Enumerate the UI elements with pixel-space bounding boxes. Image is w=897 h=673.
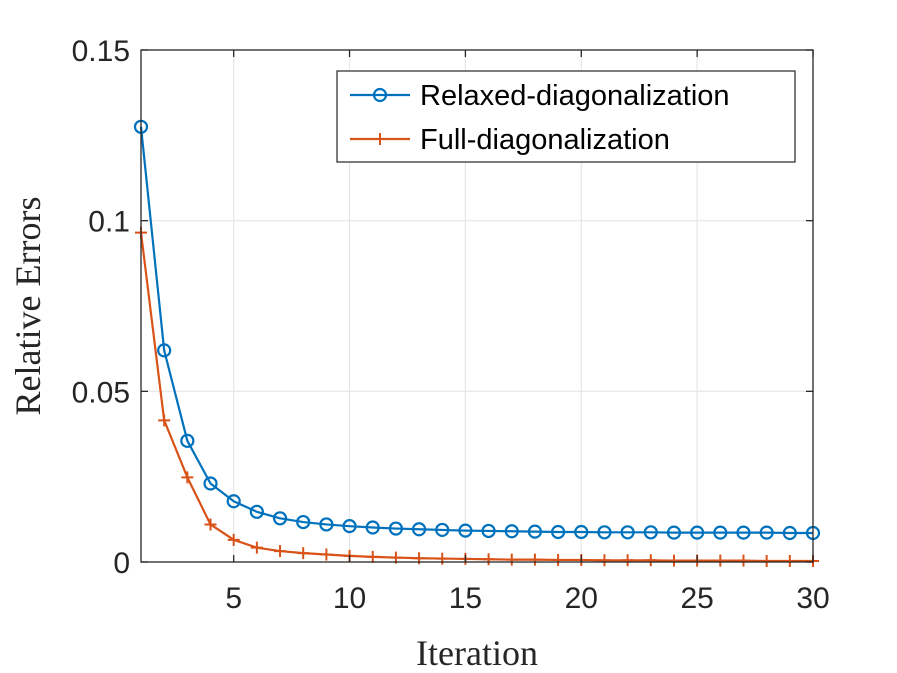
data-point <box>666 525 682 540</box>
x-tick-label: 15 <box>449 582 482 615</box>
x-tick-label: 30 <box>796 582 829 615</box>
data-point <box>272 511 288 526</box>
x-axis-title: Iteration <box>416 633 538 673</box>
x-tick-label: 10 <box>333 582 366 615</box>
legend-items: Relaxed-diagonalization Full-diagonalizat… <box>350 80 730 156</box>
x-tick-label: 5 <box>225 582 242 615</box>
data-point <box>551 524 566 540</box>
data-point <box>644 554 657 567</box>
x-tick-label: 20 <box>565 582 598 615</box>
data-point <box>227 533 240 546</box>
data-point <box>181 471 194 484</box>
data-point <box>760 554 773 567</box>
data-point <box>737 554 750 567</box>
ticks <box>141 49 814 563</box>
data-point <box>714 554 727 567</box>
legend-label: Relaxed-diagonalization <box>420 80 730 112</box>
data-point <box>296 514 311 530</box>
data-point <box>411 522 427 537</box>
series-1 <box>133 119 821 541</box>
data-point <box>435 522 450 538</box>
data-point <box>552 553 565 566</box>
series-2 <box>135 226 819 567</box>
data-point <box>527 524 543 539</box>
y-tick-label: 0.15 <box>72 35 130 68</box>
series-line <box>139 126 813 535</box>
legend-item: Relaxed-diagonalization <box>350 80 730 112</box>
data-point <box>713 525 728 540</box>
data-point <box>782 525 797 541</box>
data-point <box>458 523 473 538</box>
data-point <box>528 553 541 566</box>
data-point <box>597 525 612 540</box>
data-point <box>203 476 218 491</box>
data-point <box>643 525 658 540</box>
data-point <box>249 504 264 519</box>
y-axis-title: Relative Errors <box>8 197 48 416</box>
y-tick-label: 0.05 <box>72 376 130 409</box>
x-tick-label: 25 <box>680 582 713 615</box>
legend-item: Full-diagonalization <box>350 124 670 156</box>
data-point <box>157 343 172 358</box>
data-point <box>320 548 333 561</box>
data-point <box>365 520 380 535</box>
data-point <box>297 547 310 560</box>
data-point <box>274 545 287 558</box>
data-point <box>598 554 611 567</box>
legend: Relaxed-diagonalization Full-diagonalizat… <box>336 70 796 163</box>
data-point <box>574 524 589 540</box>
legend-box <box>336 70 796 163</box>
data-point <box>319 517 334 532</box>
data-point <box>736 525 751 540</box>
data-point <box>204 518 217 531</box>
data-point <box>342 519 357 534</box>
circle-marker-icon <box>372 87 388 103</box>
axes-box <box>140 49 814 563</box>
data-point <box>783 554 796 567</box>
tick-labels: 5 10 15 20 25 30 0 0.05 0.1 0.15 <box>72 35 830 615</box>
data-point <box>481 523 496 539</box>
data-point <box>620 525 635 540</box>
data-point <box>482 553 495 566</box>
y-tick-label: 0.1 <box>88 206 130 239</box>
data-point <box>621 554 634 567</box>
data-point <box>759 525 774 540</box>
data-point <box>158 414 171 427</box>
legend-label: Full-diagonalization <box>420 124 670 156</box>
data-point <box>690 525 705 540</box>
data-point <box>505 553 518 566</box>
data-point <box>388 521 403 536</box>
y-tick-label: 0 <box>113 547 130 580</box>
series-layer <box>133 119 821 567</box>
data-point <box>366 550 379 563</box>
plus-marker-icon <box>374 133 386 145</box>
data-point <box>226 494 241 509</box>
data-point <box>667 554 680 567</box>
data-point <box>504 524 519 539</box>
data-point <box>180 433 195 448</box>
data-point <box>250 541 263 554</box>
